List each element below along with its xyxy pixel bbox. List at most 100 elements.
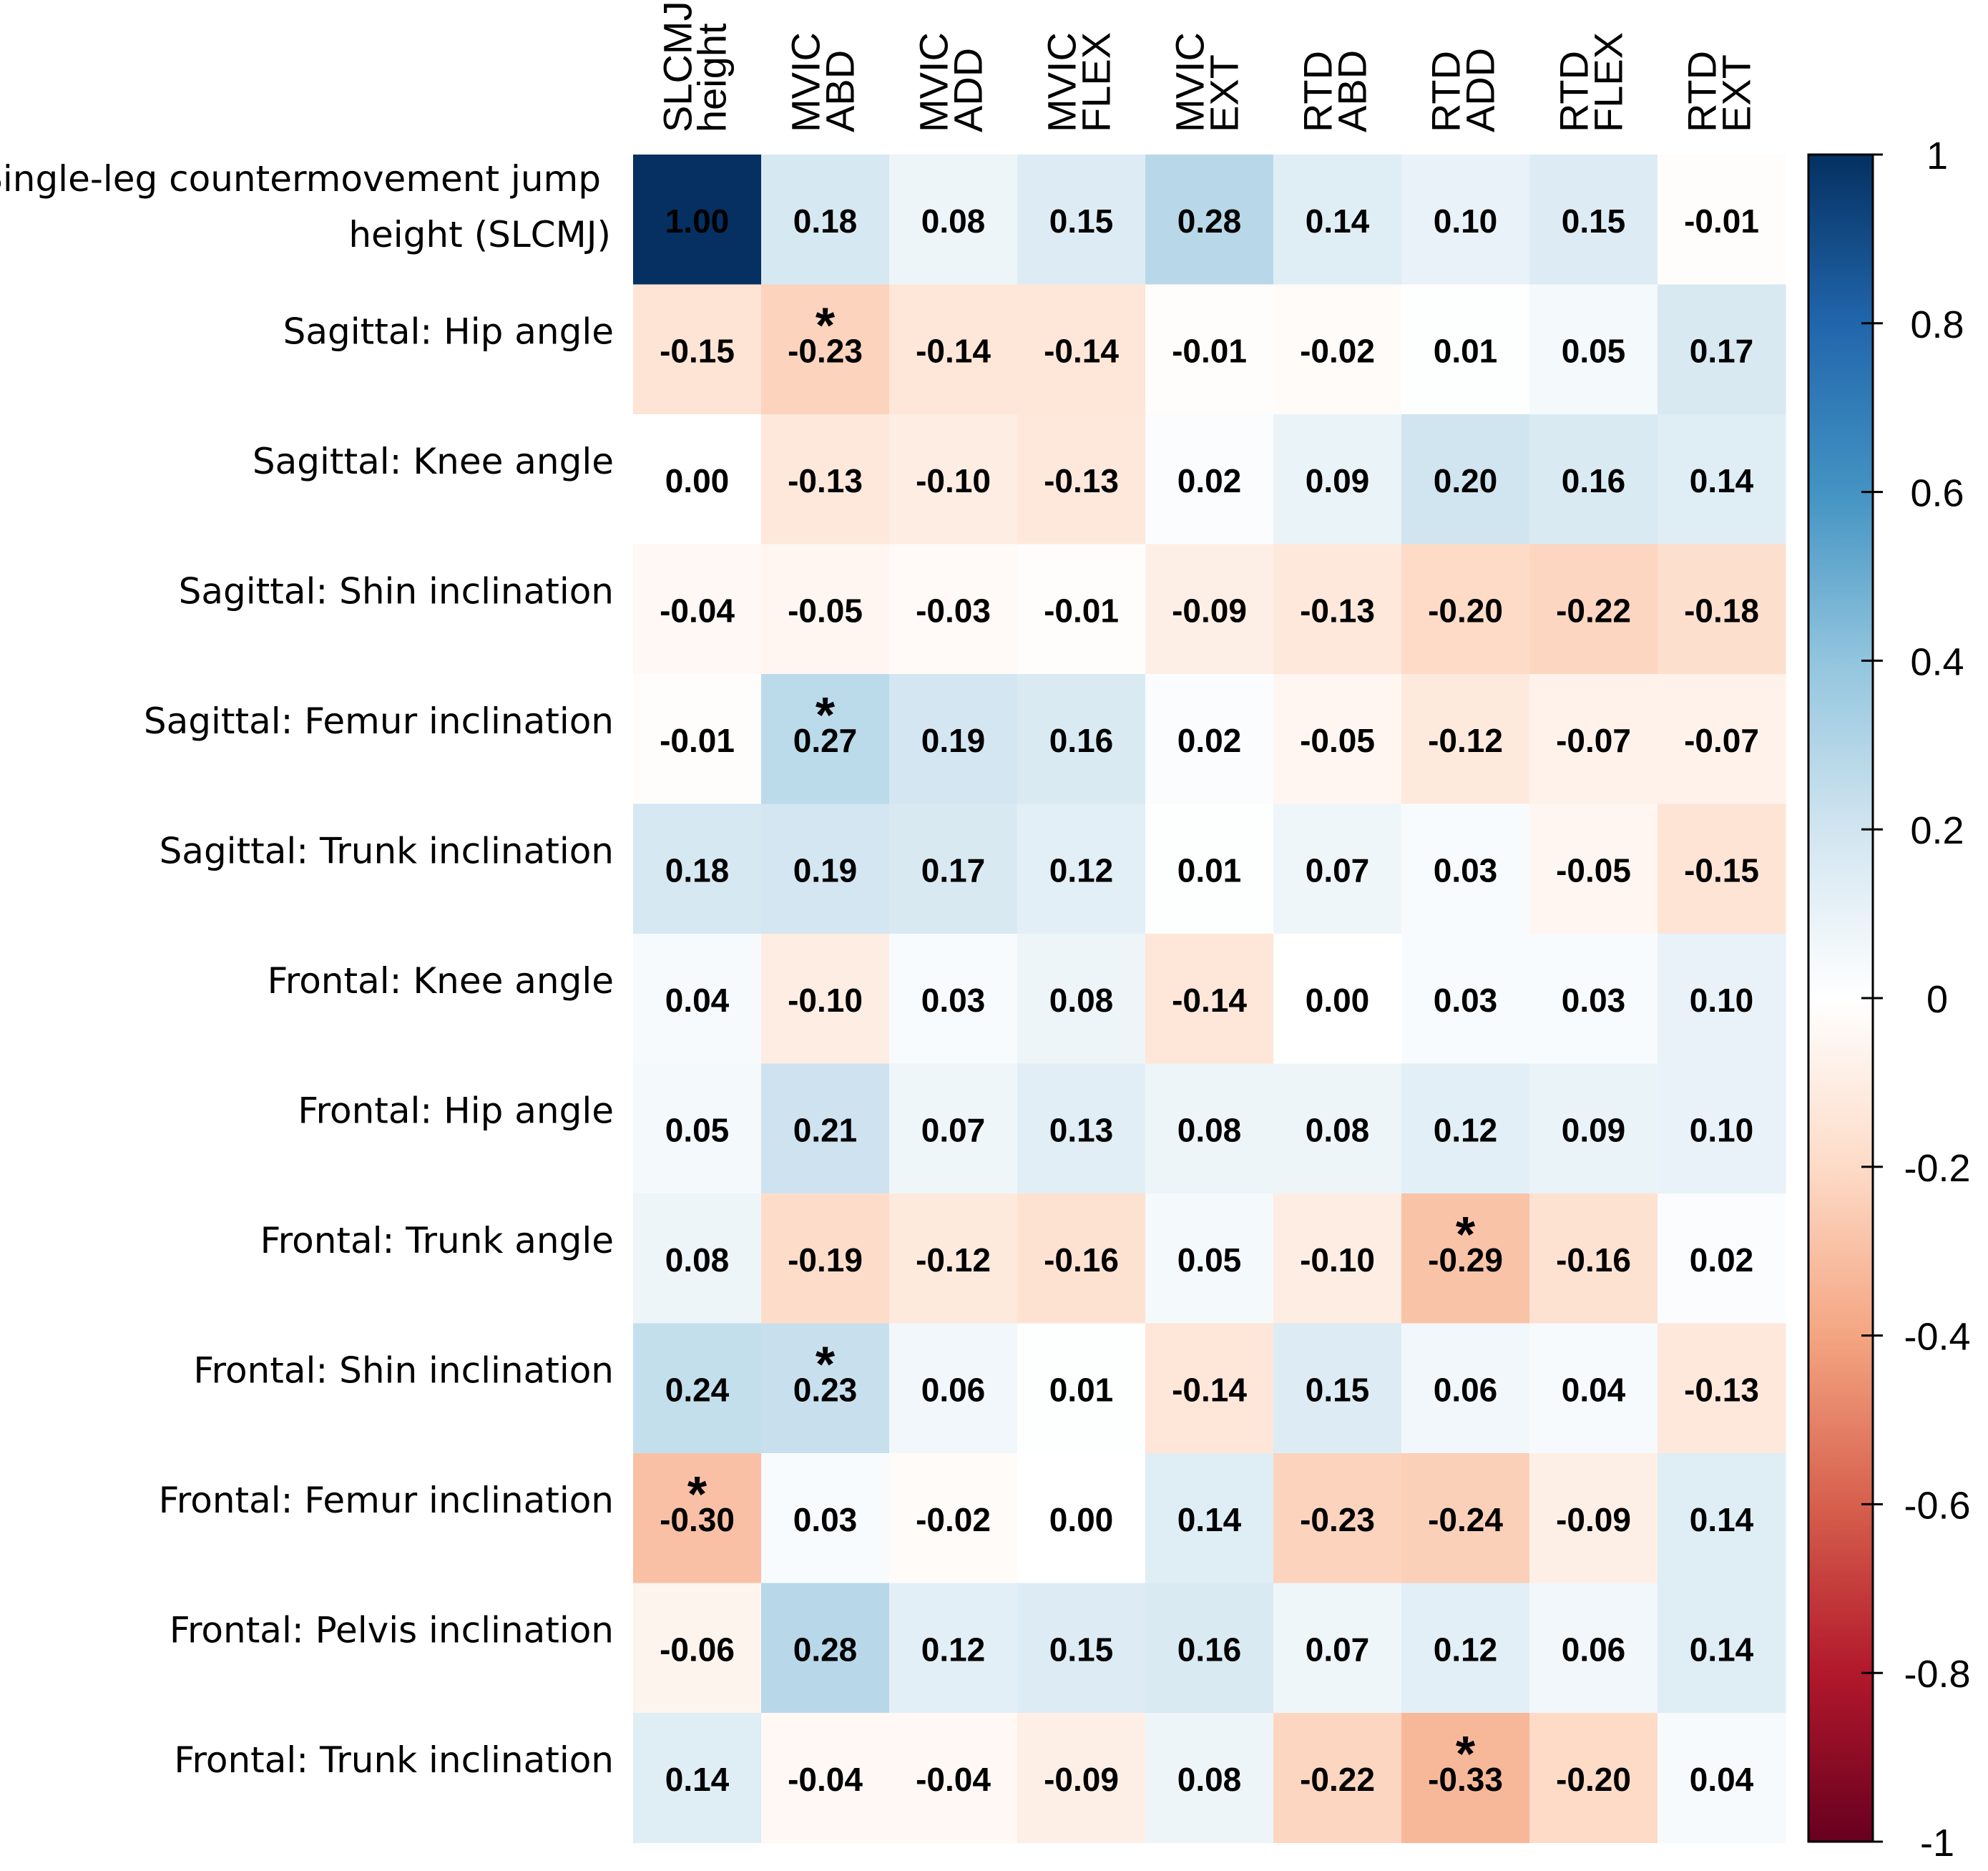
heatmap-cell <box>761 1323 890 1454</box>
heatmap-cell <box>761 674 890 804</box>
cell-value-label: 0.04 <box>1690 1761 1754 1798</box>
cell-value-label: 0.05 <box>665 1111 730 1148</box>
cell-value-label: -0.16 <box>1044 1241 1119 1279</box>
row-labels: Single-leg countermovement jump height (S… <box>0 158 614 1781</box>
heatmap-cell <box>1529 803 1658 934</box>
cell-value-label: -0.23 <box>1300 1501 1375 1538</box>
heatmap-cell <box>1017 1583 1146 1714</box>
column-label-line: MVIC <box>1039 32 1084 132</box>
column-label-line: EXT <box>1714 54 1759 132</box>
cell-value-label: 0.05 <box>1177 1241 1242 1279</box>
cell-value-label: 0.12 <box>1049 851 1114 889</box>
cell-value-label: 0.08 <box>921 202 986 240</box>
cell-value-label: 0.16 <box>1562 462 1626 499</box>
cell-value-label: 0.15 <box>1049 1631 1114 1668</box>
heatmap-cell <box>1145 1713 1274 1843</box>
column-label-line: RTD <box>1552 51 1597 132</box>
cell-value-label: -0.07 <box>1684 722 1759 759</box>
cell-value-label: -0.07 <box>1556 722 1631 759</box>
row-label: Frontal: Trunk angle <box>260 1220 614 1261</box>
cell-value-label: 0.08 <box>1306 1111 1370 1148</box>
heatmap-cell <box>1145 155 1274 285</box>
cell-value-label: 0.02 <box>1177 722 1242 759</box>
row-label: Frontal: Pelvis inclination <box>170 1609 614 1651</box>
heatmap-cell <box>1658 1193 1786 1324</box>
heatmap-cell <box>633 934 762 1064</box>
significance-marker: * <box>1456 1206 1476 1262</box>
column-label-line: ADD <box>946 48 991 132</box>
cell-value-label: 0.10 <box>1434 202 1498 240</box>
significance-marker: * <box>687 1466 707 1522</box>
cell-value-label: 0.02 <box>1690 1241 1754 1279</box>
cell-value-label: -0.14 <box>1172 1371 1247 1408</box>
heatmap-cell <box>889 1063 1018 1194</box>
column-label: RTDADD <box>1424 48 1503 132</box>
column-label-line: RTD <box>1680 51 1725 132</box>
cell-value-label: -0.09 <box>1044 1761 1119 1798</box>
heatmap-cell <box>761 155 890 285</box>
heatmap-cell <box>1145 1583 1274 1714</box>
cell-value-label: -0.01 <box>660 722 735 759</box>
heatmap-cell <box>761 1713 890 1843</box>
heatmap-cell <box>1401 1193 1530 1324</box>
colorbar-tick-label: -0.6 <box>1904 1484 1970 1527</box>
cell-value-label: -0.02 <box>916 1501 991 1538</box>
cell-value-label: -0.01 <box>1172 332 1247 369</box>
cell-value-label: 0.28 <box>793 1631 858 1668</box>
cell-value-label: 0.08 <box>1177 1761 1242 1798</box>
cell-value-label: 0.21 <box>793 1111 858 1148</box>
column-label-line: MVIC <box>783 32 828 132</box>
heatmap-cell <box>1401 1713 1530 1843</box>
heatmap-cell <box>1273 674 1402 804</box>
heatmap-cell <box>889 1323 1018 1454</box>
cell-value-label: 0.24 <box>665 1371 730 1408</box>
heatmap-cell <box>1529 1713 1658 1843</box>
heatmap-cell <box>1017 414 1146 544</box>
heatmap-cell <box>1273 803 1402 934</box>
heatmap-cell <box>1658 1453 1786 1583</box>
row-label: Sagittal: Trunk inclination <box>160 830 614 871</box>
row-label: Frontal: Trunk inclination <box>174 1739 614 1781</box>
row-label: Frontal: Femur inclination <box>159 1480 614 1521</box>
heatmap-cell <box>1273 1453 1402 1583</box>
cell-value-label: -0.22 <box>1300 1761 1375 1798</box>
heatmap-cell <box>889 544 1018 675</box>
heatmap-cell <box>1658 544 1786 675</box>
column-label: MVICADD <box>911 32 991 132</box>
heatmap-cell <box>1658 1323 1786 1454</box>
heatmap-cell <box>1658 803 1786 934</box>
significance-marker: * <box>816 1336 836 1392</box>
row-label: Single-leg countermovement jump <box>0 158 601 200</box>
cell-value-label: 0.27 <box>793 722 858 759</box>
heatmap-cell <box>1658 1063 1786 1194</box>
row-label: Frontal: Knee angle <box>268 960 614 1002</box>
heatmap-cell <box>889 934 1018 1064</box>
heatmap-cell <box>889 414 1018 544</box>
colorbar-tick-label: 0.6 <box>1910 472 1964 515</box>
heatmap-cell <box>1017 544 1146 675</box>
heatmap-cell <box>1529 414 1658 544</box>
cell-value-label: 0.00 <box>665 462 730 499</box>
cell-value-label: -0.14 <box>1044 332 1119 369</box>
heatmap-cell <box>761 1583 890 1714</box>
column-label-line: MVIC <box>1167 32 1213 132</box>
heatmap-cell <box>633 284 762 415</box>
colorbar-tick-label: 0.8 <box>1910 303 1964 346</box>
heatmap-cell <box>1529 934 1658 1064</box>
heatmap-cell <box>1529 1193 1658 1324</box>
cell-value-label: 0.15 <box>1049 202 1114 240</box>
heatmap-cell <box>633 1583 762 1714</box>
column-label: MVICABD <box>783 32 863 132</box>
heatmap-cell <box>1145 284 1274 415</box>
cell-value-label: 0.19 <box>921 722 986 759</box>
heatmap-cell <box>1658 284 1786 415</box>
cell-value-label: 0.17 <box>921 851 986 889</box>
heatmap-cell <box>1658 1583 1786 1714</box>
heatmap-cell <box>1017 1323 1146 1454</box>
heatmap-cell <box>1529 1063 1658 1194</box>
column-label: SLCMJheight <box>655 1 735 132</box>
heatmap-cell <box>1145 934 1274 1064</box>
cell-value-label: 0.16 <box>1177 1631 1242 1668</box>
heatmap-cell <box>1145 1193 1274 1324</box>
heatmap-cell <box>1273 544 1402 675</box>
